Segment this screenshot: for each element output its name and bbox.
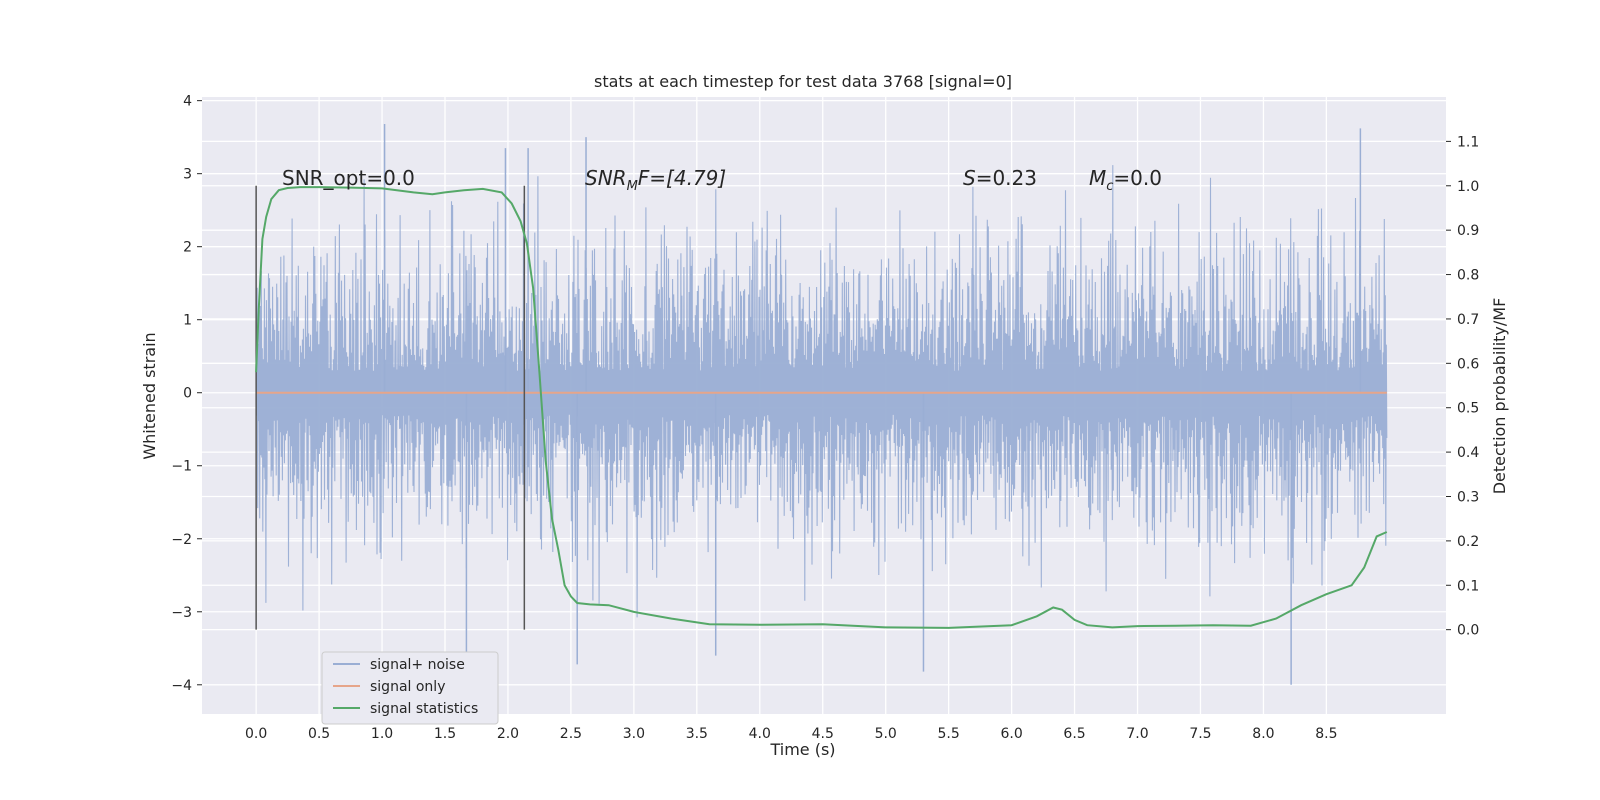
- y2-tick-label: 1.1: [1457, 134, 1479, 150]
- annotation-snr-mf-sub: M: [627, 179, 638, 194]
- annotation-mc-rest: =0.0: [1113, 166, 1162, 190]
- x-axis-title: Time (s): [769, 740, 835, 759]
- y2-tick-label: 0.6: [1457, 356, 1479, 372]
- x-tick-label: 0.0: [245, 726, 267, 742]
- y-tick-label: −1: [171, 459, 192, 475]
- legend-label-signal-statistics: signal statistics: [370, 701, 478, 717]
- annotation-s-base: S: [963, 166, 976, 190]
- y-tick-label: 3: [183, 167, 192, 183]
- y2-tick-label: 0.2: [1457, 534, 1479, 550]
- x-tick-label: 7.5: [1189, 726, 1211, 742]
- signal-statistics-line: [255, 186, 1388, 629]
- legend: signal+ noise signal only signal statist…: [321, 651, 499, 725]
- y2-tick-label: 0.1: [1457, 578, 1479, 594]
- y2-tick-label: 0.9: [1457, 223, 1479, 239]
- y-tick-label: −2: [171, 532, 192, 548]
- legend-box: [321, 651, 499, 725]
- y-axis-ticks: 4 3 2 1 0 −1 −2 −3 −4: [171, 94, 202, 694]
- annotations: SNR_opt=0.0 SNRMF=[4.79] S=0.23 Mc=0.0: [282, 166, 1162, 194]
- x-tick-label: 2.0: [497, 726, 519, 742]
- x-tick-label: 0.5: [308, 726, 330, 742]
- x-tick-label: 7.0: [1126, 726, 1148, 742]
- x-tick-label: 5.0: [875, 726, 897, 742]
- x-tick-label: 2.5: [560, 726, 582, 742]
- annotation-mc: Mc=0.0: [1089, 166, 1162, 194]
- series-signal-statistics: [255, 186, 1388, 629]
- annotation-snr-mf-rest: F=[4.79]: [638, 166, 726, 190]
- series-signal-noise: [255, 124, 1388, 685]
- legend-label-signal-noise: signal+ noise: [370, 657, 465, 673]
- y2-axis-title: Detection probability/MF: [1490, 298, 1509, 495]
- y2-tick-label: 0.4: [1457, 445, 1479, 461]
- y2-axis-ticks: 1.1 1.0 0.9 0.8 0.7 0.6 0.5 0.4 0.3 0.2 0.1 0.0: [1446, 134, 1479, 639]
- x-tick-label: 6.5: [1063, 726, 1085, 742]
- y2-tick-label: 1.0: [1457, 179, 1479, 195]
- annotation-snr-opt: SNR_opt=0.0: [282, 166, 415, 190]
- y-tick-label: −3: [171, 605, 192, 621]
- y2-tick-label: 0.5: [1457, 401, 1479, 417]
- annotation-snr-mf: SNRMF=[4.79]: [585, 166, 726, 194]
- y2-tick-label: 0.3: [1457, 489, 1479, 505]
- x-tick-label: 4.0: [749, 726, 771, 742]
- y-axis-title: Whitened strain: [140, 332, 159, 459]
- chart-title: stats at each timestep for test data 376…: [594, 72, 1012, 91]
- y-tick-label: 2: [183, 240, 192, 256]
- x-tick-label: 1.0: [371, 726, 393, 742]
- x-tick-label: 8.5: [1315, 726, 1337, 742]
- x-axis-ticks: 0.0 0.5 1.0 1.5 2.0 2.5 3.0 3.5 4.0 4.5 5.0 5.5 6.0 6…: [245, 726, 1338, 742]
- x-tick-label: 1.5: [434, 726, 456, 742]
- y-tick-label: −4: [171, 678, 192, 694]
- x-tick-label: 4.5: [812, 726, 834, 742]
- y2-tick-label: 0.8: [1457, 268, 1479, 284]
- y-tick-label: 0: [183, 386, 192, 402]
- x-tick-label: 3.5: [686, 726, 708, 742]
- x-tick-label: 6.0: [1000, 726, 1022, 742]
- annotation-snr-mf-base: SNR: [585, 166, 627, 190]
- x-tick-label: 8.0: [1252, 726, 1274, 742]
- vertical-markers: [255, 185, 526, 630]
- signal-noise-line: [255, 165, 1388, 618]
- y2-tick-label: 0.0: [1457, 623, 1479, 639]
- y-tick-label: 4: [183, 94, 192, 110]
- legend-label-signal-only: signal only: [370, 679, 445, 695]
- annotation-mc-sub: c: [1106, 179, 1113, 194]
- x-tick-label: 3.0: [623, 726, 645, 742]
- annotation-mc-base: M: [1089, 166, 1106, 190]
- y-tick-label: 1: [183, 313, 192, 329]
- y2-tick-label: 0.7: [1457, 312, 1479, 328]
- x-tick-label: 5.5: [938, 726, 960, 742]
- annotation-s: S=0.23: [963, 166, 1037, 190]
- annotation-s-rest: =0.23: [976, 166, 1037, 190]
